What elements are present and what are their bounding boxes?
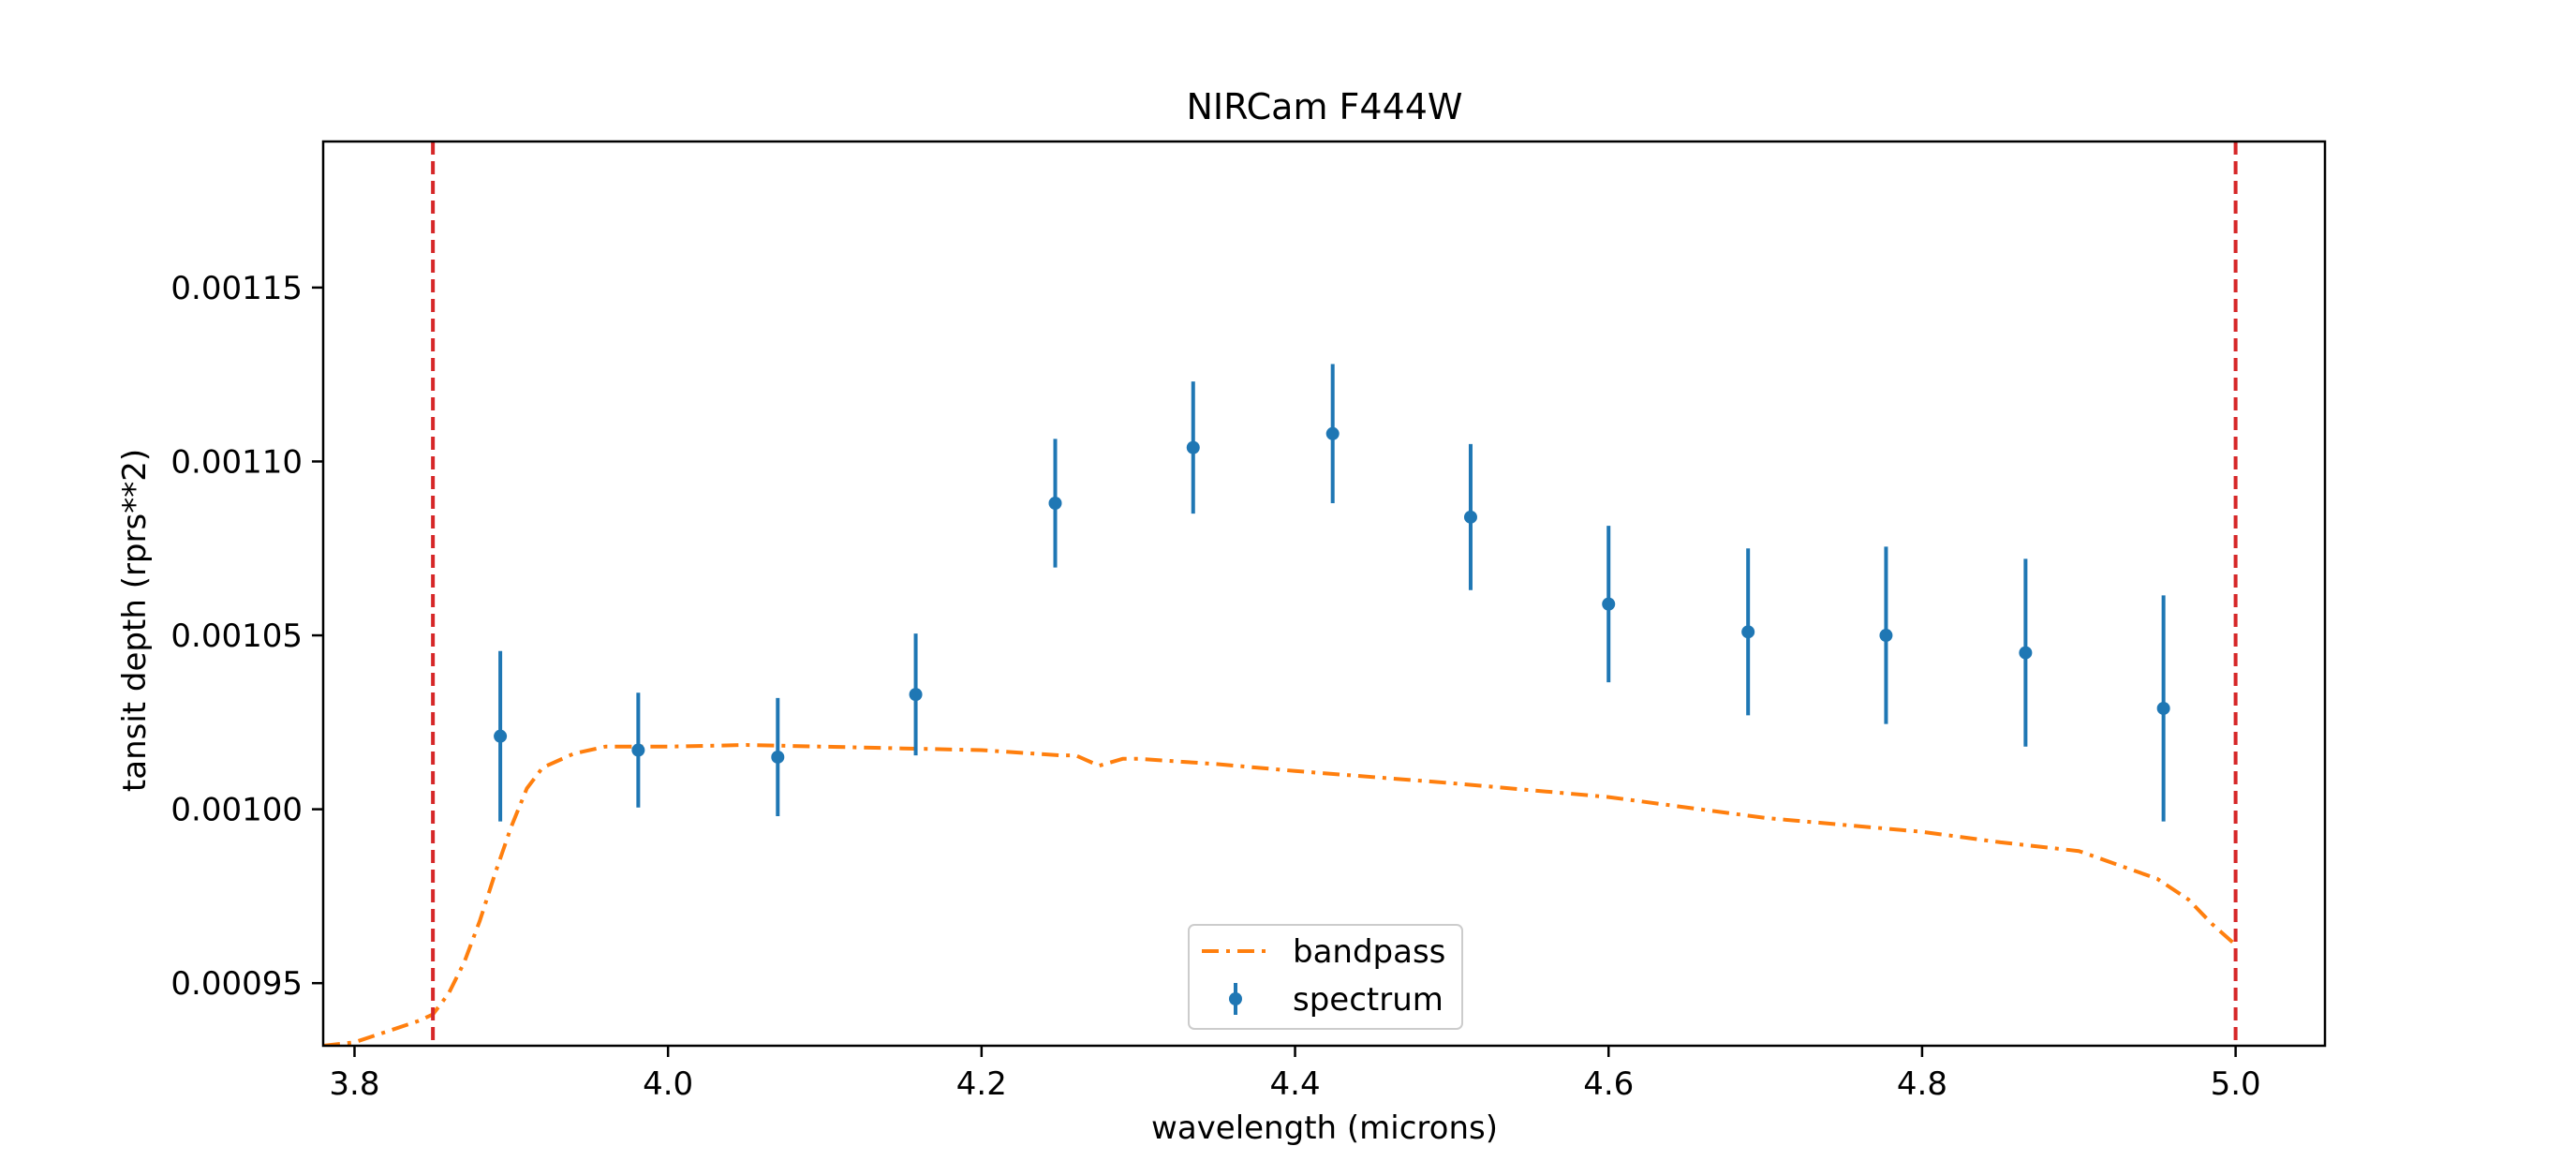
data-point xyxy=(1186,440,1200,454)
x-axis: 3.8 4.0 4.2 4.4 4.6 4.8 5.0 xyxy=(329,1046,2261,1103)
data-point xyxy=(1325,426,1340,440)
legend-label-spectrum: spectrum xyxy=(1293,981,1443,1019)
y-tick-label: 0.00100 xyxy=(170,792,303,829)
data-point xyxy=(1879,629,1893,643)
y-axis: 0.00095 0.00100 0.00105 0.00110 0.00115 xyxy=(170,270,323,1003)
data-point xyxy=(1602,597,1616,611)
legend-label-bandpass: bandpass xyxy=(1293,933,1445,971)
x-tick-label: 5.0 xyxy=(2211,1065,2261,1103)
legend: bandpass spectrum xyxy=(1188,924,1463,1030)
axes-frame xyxy=(321,140,2327,1048)
legend-frame xyxy=(1188,924,1463,1030)
data-point xyxy=(2156,701,2170,715)
y-tick-label: 0.00105 xyxy=(170,618,303,655)
data-point xyxy=(909,688,923,702)
y-tick-label: 0.00110 xyxy=(170,443,303,481)
data-point xyxy=(1463,510,1477,524)
x-tick-label: 4.2 xyxy=(956,1065,1007,1103)
x-tick-label: 4.8 xyxy=(1897,1065,1947,1103)
x-tick-label: 4.4 xyxy=(1270,1065,1321,1103)
y-tick-label: 0.00115 xyxy=(170,270,303,307)
data-point xyxy=(1741,625,1755,639)
legend-swatch-spectrum-marker xyxy=(1229,992,1242,1005)
chart-title: NIRCam F444W xyxy=(1186,86,1462,127)
x-axis-label: wavelength (microns) xyxy=(1151,1109,1498,1147)
y-axis-label: tansit depth (rprs**2) xyxy=(116,449,154,792)
data-point xyxy=(631,743,645,757)
x-tick-label: 3.8 xyxy=(329,1065,379,1103)
plot-area xyxy=(323,141,2238,1046)
y-tick-label: 0.00095 xyxy=(170,965,303,1003)
data-point xyxy=(771,750,785,764)
x-tick-label: 4.6 xyxy=(1583,1065,1634,1103)
data-point xyxy=(494,729,508,743)
series-line-bandpass xyxy=(323,743,2237,1046)
data-point xyxy=(1048,497,1062,510)
x-tick-label: 4.0 xyxy=(643,1065,693,1103)
data-point xyxy=(2019,646,2033,660)
